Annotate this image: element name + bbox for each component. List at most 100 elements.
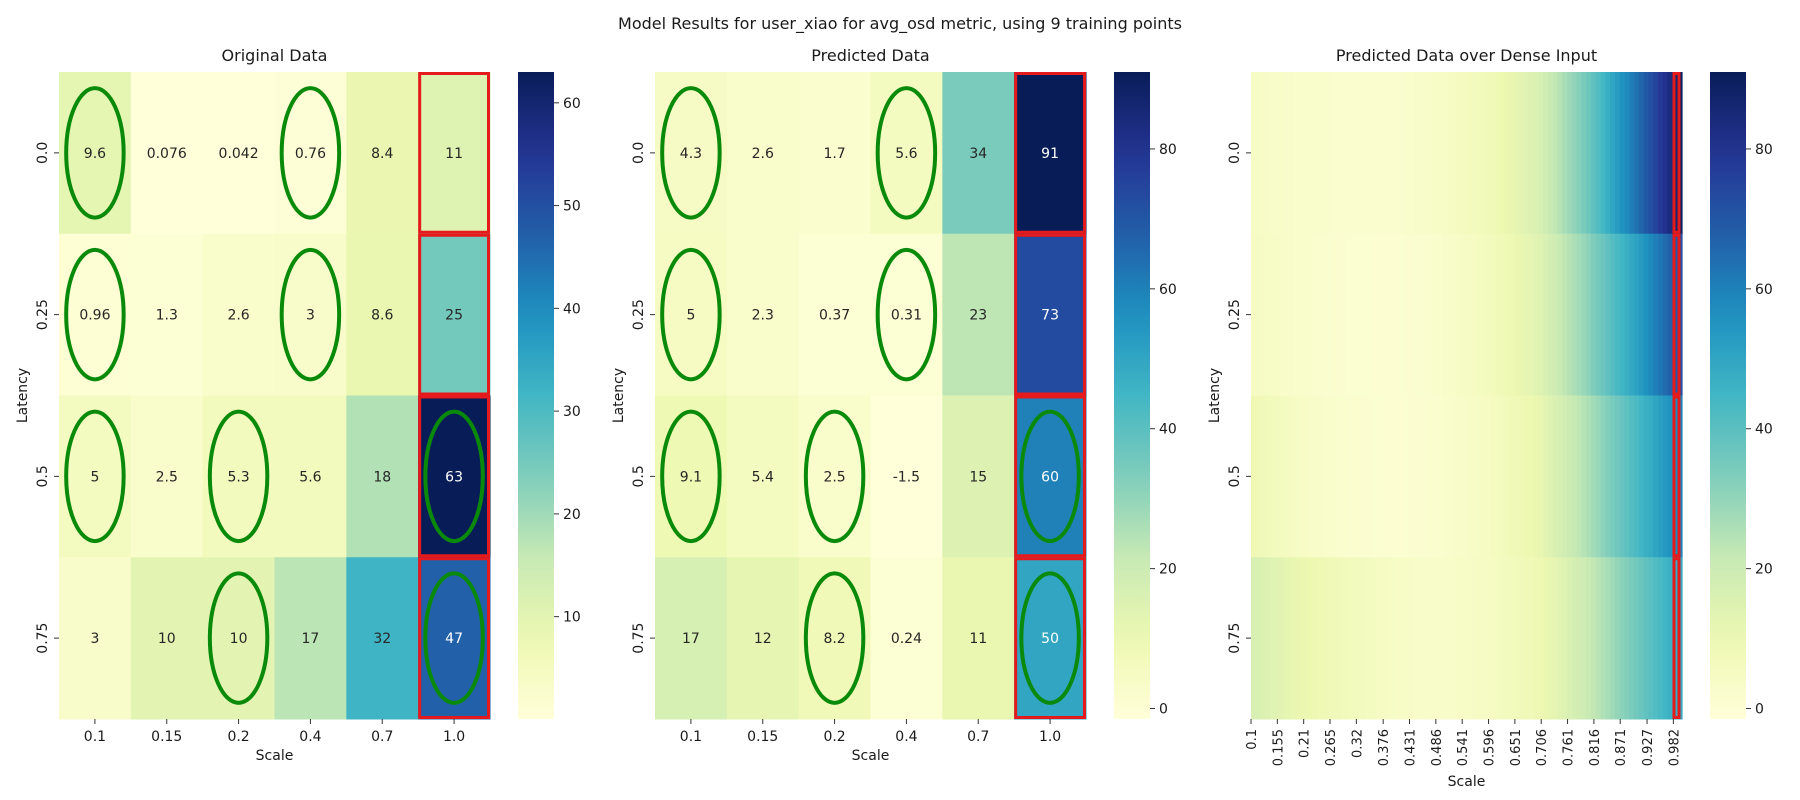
x-tick-label: 0.596 [1483,729,1498,766]
dense-heatmap-cell [1552,233,1559,396]
dense-heatmap-cell [1523,557,1530,720]
dense-heatmap-cell [1303,395,1310,558]
x-tick-label: 0.927 [1641,729,1656,766]
dense-heatmap-cell [1586,72,1592,235]
dense-heatmap-cell [1634,557,1640,720]
dense-heatmap-cell [1337,395,1343,558]
dense-heatmap-cell [1351,395,1357,558]
cell-value-label: 8.6 [371,308,393,324]
colorbar [1710,72,1746,719]
cell-value-label: 17 [302,631,320,647]
dense-heatmap-cell [1370,395,1377,558]
dense-heatmap-cell [1662,557,1669,720]
cell-value-label: 2.6 [752,146,774,162]
dense-heatmap-cell [1327,395,1334,558]
cell-value-label: 0.24 [891,631,922,647]
cell-value-label: 0.31 [891,308,922,324]
dense-heatmap-cell [1490,72,1496,235]
training-point-circle [875,86,938,220]
cell-value-label: 11 [969,631,987,647]
dense-heatmap-cell [1413,233,1420,396]
dense-heatmap-cell [1638,233,1645,396]
heatmap-cell [59,72,132,235]
dense-heatmap-cell [1361,395,1367,558]
panel-title: Predicted Data over Dense Input [1336,46,1597,65]
dense-heatmap-cell [1447,233,1453,396]
dense-heatmap-cell [1255,557,1262,720]
dense-heatmap-cell [1274,395,1281,558]
colorbar-tick-label: 60 [1755,282,1773,298]
x-axis-label: Scale [852,748,890,764]
dense-heatmap-cell [1399,557,1405,720]
training-point-circle [660,86,722,220]
dense-heatmap-cell [1504,233,1511,396]
dense-heatmap-cell [1629,233,1635,396]
dense-heatmap-cell [1495,72,1501,235]
dense-heatmap-cell [1452,233,1458,396]
dense-heatmap-cell [1567,395,1573,558]
dense-heatmap-cell [1251,72,1257,235]
dense-heatmap-cell [1528,395,1535,558]
dense-heatmap-cell [1662,233,1669,396]
dense-heatmap-cell [1375,72,1381,235]
dense-heatmap-cell [1600,72,1606,235]
training-point-circle [279,86,342,220]
dense-heatmap-cell [1576,395,1583,558]
colorbar-tick-label: 50 [563,199,581,215]
dense-heatmap-cell [1466,72,1472,235]
dense-heatmap-cell [1658,395,1664,558]
cell-value-label: 2.3 [752,308,774,324]
dense-heatmap-cell [1255,395,1262,558]
x-tick-label: 0.7 [967,729,989,745]
dense-heatmap-cell [1567,233,1573,396]
dense-heatmap-cell [1423,233,1429,396]
dense-heatmap-cell [1423,557,1429,720]
x-tick-label: 0.155 [1271,729,1286,766]
dense-heatmap-cell [1385,72,1391,235]
dense-heatmap-cell [1509,72,1515,235]
dense-heatmap-cell [1428,72,1434,235]
dense-heatmap-cell [1327,72,1334,235]
x-tick-label: 0.486 [1430,729,1445,766]
dense-heatmap-cell [1298,557,1305,720]
training-point-circle [207,409,270,544]
dense-heatmap-cell [1576,557,1583,720]
cell-value-label: 0.37 [819,308,850,324]
dense-heatmap-cell [1394,557,1401,720]
training-point-circle [1019,409,1081,544]
dense-heatmap-cell [1485,557,1492,720]
dense-heatmap-cell [1576,233,1583,396]
dense-heatmap-cell [1279,557,1286,720]
cell-value-label: 2.6 [227,308,249,324]
heatmap-cell [274,557,347,720]
dense-heatmap-cell [1653,72,1659,235]
dense-heatmap-cell [1432,395,1439,558]
heatmap-cell [346,72,419,235]
dense-heatmap-cell [1428,233,1434,396]
y-axis-label: Latency [1207,368,1223,423]
heatmap-cell [798,72,871,235]
dense-heatmap-cell [1265,233,1271,396]
training-point-circle [207,571,270,705]
heatmap-cell [655,72,728,235]
dense-heatmap-cell [1413,557,1420,720]
dense-heatmap-cell [1667,233,1674,396]
dense-heatmap-cell [1437,395,1444,558]
dense-heatmap-cell [1658,557,1664,720]
dense-heatmap-cell [1509,395,1515,558]
x-tick-label: 0.15 [747,729,778,745]
dense-heatmap-cell [1260,395,1266,558]
x-tick-label: 0.982 [1667,729,1682,766]
dense-heatmap-cell [1432,72,1439,235]
dense-heatmap-cell [1624,72,1630,235]
highlight-box [1014,72,1087,234]
dense-heatmap-cell [1418,557,1424,720]
dense-heatmap-cell [1308,395,1314,558]
cell-value-label: 34 [969,146,987,162]
dense-heatmap-cell [1552,395,1559,558]
dense-heatmap-cell [1648,233,1654,396]
dense-heatmap-cell [1562,233,1568,396]
dense-heatmap-cell [1318,72,1324,235]
dense-heatmap-cell [1303,233,1310,396]
